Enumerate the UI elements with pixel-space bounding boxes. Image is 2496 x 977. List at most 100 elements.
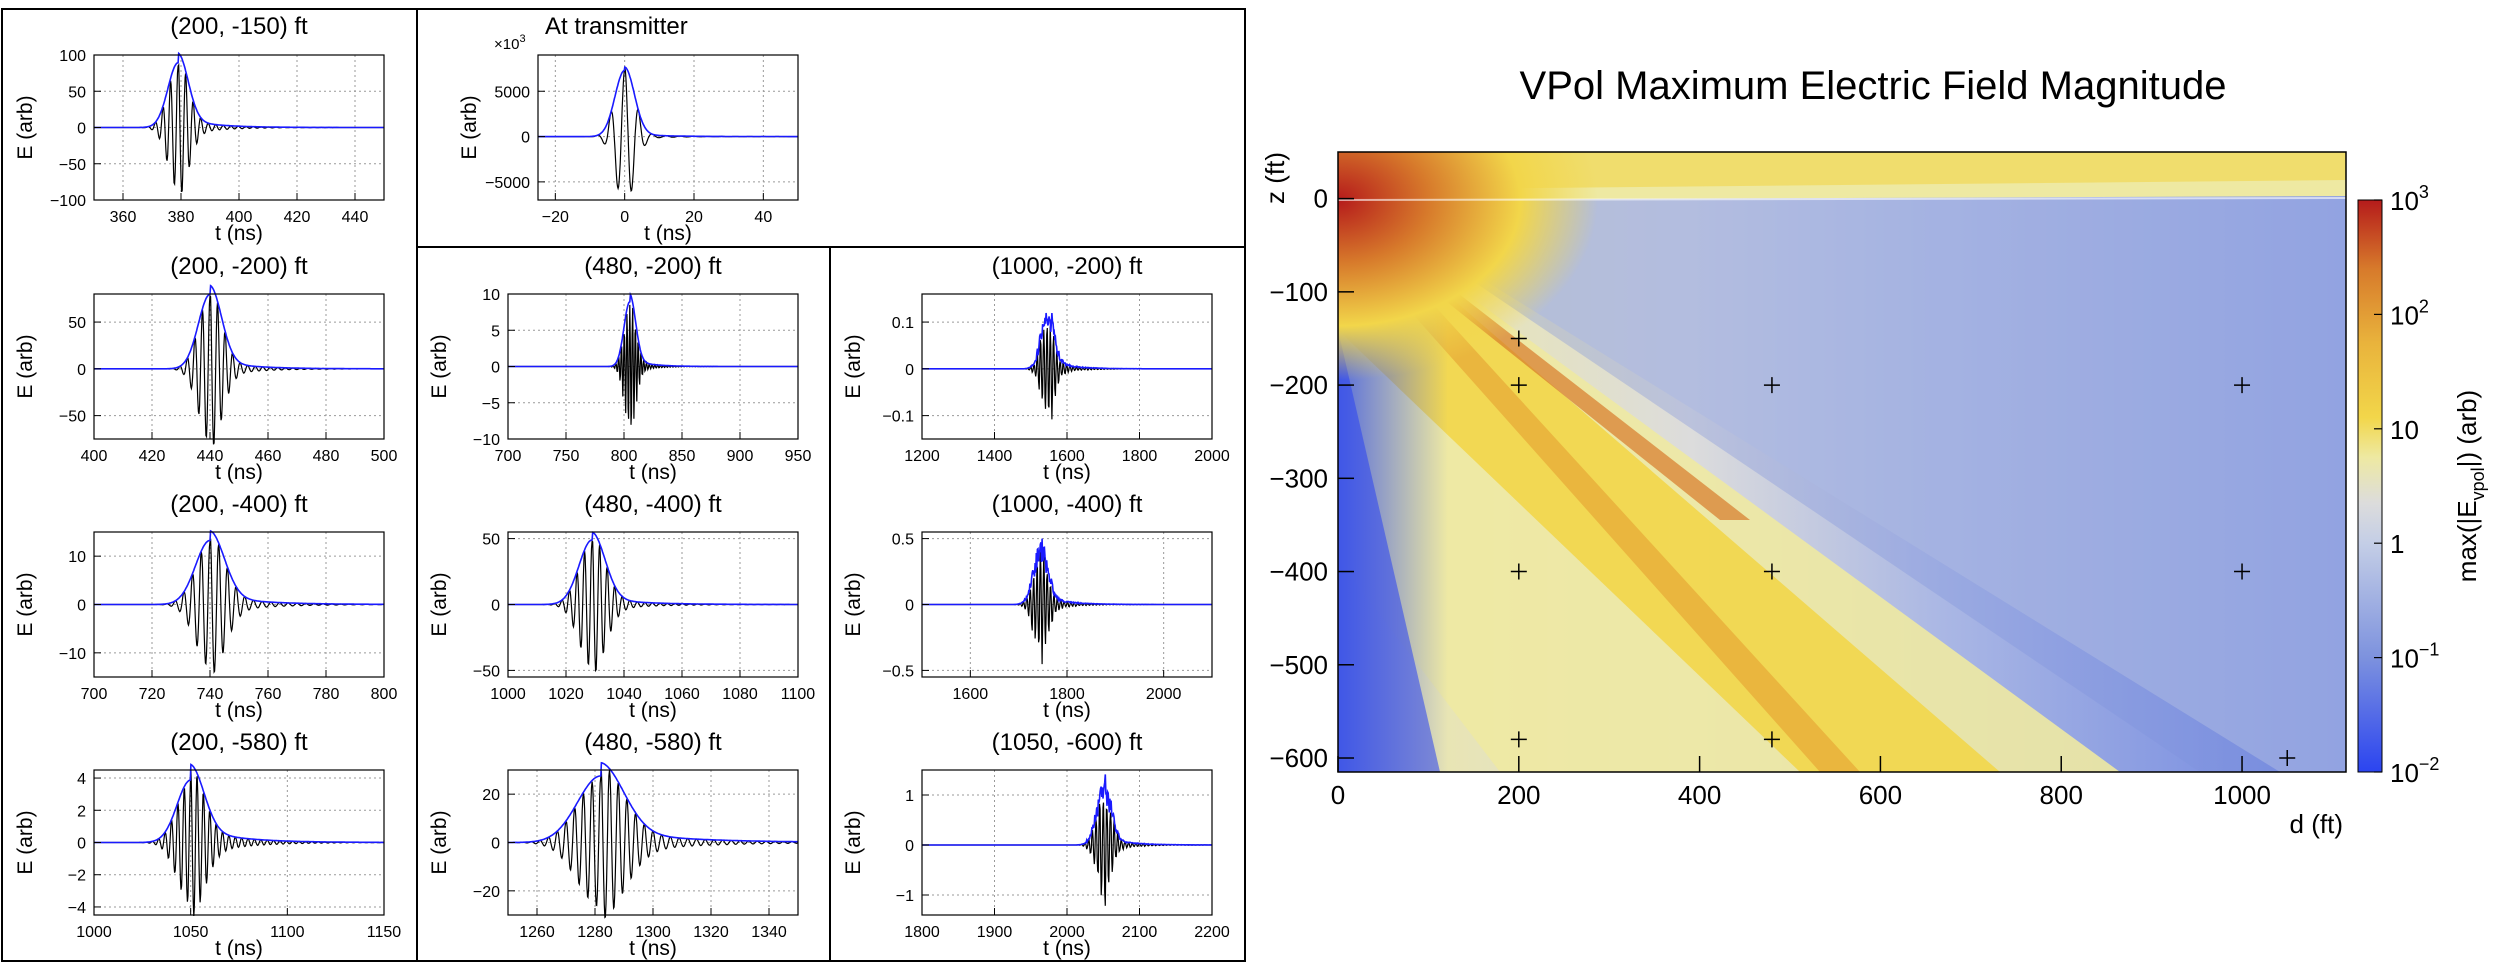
panel-title: (200, -150) ft bbox=[170, 13, 308, 40]
y-tick-label: 10 bbox=[482, 287, 500, 304]
x-tick-label: 1000 bbox=[490, 686, 526, 703]
y-axis-label: E (arb) bbox=[14, 810, 37, 874]
x-tick-label: 900 bbox=[727, 448, 754, 465]
waveform-panel-p7: (480, -580) ft 1260 1280 1300 1320 1340 −20 0 20… bbox=[428, 729, 799, 960]
plot-frame bbox=[537, 54, 799, 201]
series-envelope bbox=[922, 774, 1213, 846]
series-envelope bbox=[94, 284, 384, 370]
x-axis-label: t (ns) bbox=[1043, 937, 1091, 960]
map-x-tick-label: 800 bbox=[2040, 780, 2083, 810]
series-envelope bbox=[508, 291, 798, 368]
map-x-tick-label: 0 bbox=[1331, 780, 1345, 810]
waveform-panel-p6: (480, -400) ft 1000 1020 1040 1060 1080 1100 −5… bbox=[428, 491, 815, 722]
x-tick-label: 2000 bbox=[1146, 686, 1182, 703]
colorbar-tick-label: 10−1 bbox=[2390, 640, 2439, 674]
colorbar bbox=[2358, 200, 2382, 772]
x-tick-label: 780 bbox=[313, 686, 340, 703]
x-tick-label: 420 bbox=[139, 448, 166, 465]
waveform-panel-p3: (200, -400) ft 700 720 740 760 780 800 −10 0 10 t … bbox=[14, 491, 397, 722]
x-axis-label: t (ns) bbox=[1043, 699, 1091, 722]
map-shadow-band bbox=[1338, 160, 2346, 772]
x-tick-label: 400 bbox=[81, 448, 108, 465]
x-tick-label: 1020 bbox=[548, 686, 584, 703]
receiver-marker bbox=[1510, 731, 1527, 748]
y-tick-label: −10 bbox=[59, 646, 86, 663]
series-waveform bbox=[94, 63, 384, 193]
x-tick-label: 400 bbox=[226, 209, 253, 226]
x-tick-label: 500 bbox=[371, 448, 398, 465]
x-axis-label: t (ns) bbox=[644, 222, 692, 245]
x-tick-label: 1260 bbox=[519, 924, 555, 941]
panel-title: (480, -400) ft bbox=[584, 491, 722, 518]
x-tick-label: 0 bbox=[620, 209, 629, 226]
x-tick-label: 1320 bbox=[693, 924, 729, 941]
map-x-tick-label: 400 bbox=[1678, 780, 1721, 810]
x-tick-label: −20 bbox=[542, 209, 569, 226]
waveform-panel-ptx: At transmitter ×103 −20 0 20 40 −5000 0 5000 t (n… bbox=[458, 13, 799, 245]
colorbar-label-sub: vpol bbox=[2468, 467, 2488, 500]
y-axis-label: E (arb) bbox=[14, 334, 37, 398]
x-tick-label: 1060 bbox=[664, 686, 700, 703]
x-tick-label: 1050 bbox=[173, 924, 209, 941]
waveform-panel-p2: (200, -200) ft 400 420 440 460 480 500 −50 0 50 t … bbox=[14, 253, 397, 484]
x-axis-label: t (ns) bbox=[629, 461, 677, 484]
series-envelope bbox=[94, 763, 384, 844]
x-tick-label: 380 bbox=[168, 209, 195, 226]
field-map: VPol Maximum Electric Field Magnitude 0 2… bbox=[1260, 64, 2488, 839]
x-tick-label: 1080 bbox=[722, 686, 758, 703]
receiver-marker bbox=[1510, 330, 1527, 347]
x-axis-label: t (ns) bbox=[215, 699, 263, 722]
x-tick-label: 800 bbox=[611, 448, 638, 465]
panel-title: (480, -200) ft bbox=[584, 253, 722, 280]
x-axis-label: t (ns) bbox=[215, 461, 263, 484]
y-tick-label: −10 bbox=[473, 432, 500, 449]
x-tick-label: 700 bbox=[81, 686, 108, 703]
x-tick-label: 950 bbox=[785, 448, 812, 465]
panel-title: (200, -200) ft bbox=[170, 253, 308, 280]
x-tick-label: 850 bbox=[669, 448, 696, 465]
y-axis-label: E (arb) bbox=[428, 572, 451, 636]
y-tick-label: −0.1 bbox=[882, 409, 914, 426]
waveform-panel-p4: (200, -580) ft 1000 1050 1100 1150 −4 −2 0 2 4 t (… bbox=[14, 729, 401, 960]
x-tick-label: 2000 bbox=[1194, 448, 1230, 465]
colorbar-tick-exponent: 2 bbox=[2419, 296, 2429, 316]
plot-frame bbox=[93, 293, 385, 440]
x-tick-label: 1200 bbox=[904, 448, 940, 465]
map-y-tick-label: −300 bbox=[1269, 463, 1328, 493]
outer-frame bbox=[1, 8, 1246, 962]
map-axes: 0 200 400 600 800 1000 0 −100 −200 −300 −400 −500 −6… bbox=[1269, 184, 2271, 810]
receiver-marker bbox=[1510, 377, 1527, 394]
y-axis-label: E (arb) bbox=[14, 572, 37, 636]
map-title: VPol Maximum Electric Field Magnitude bbox=[1520, 64, 2227, 108]
panel-title: (200, -400) ft bbox=[170, 491, 308, 518]
x-axis-label: t (ns) bbox=[629, 937, 677, 960]
waveform-panel-p8: (1000, -200) ft 1200 1400 1600 1800 2000 −0.1 0… bbox=[842, 253, 1230, 484]
x-tick-label: 2200 bbox=[1194, 924, 1230, 941]
map-far-region bbox=[1338, 190, 2346, 772]
x-axis-label: t (ns) bbox=[215, 937, 263, 960]
map-source-glow bbox=[1338, 152, 1598, 380]
y-tick-label: −4 bbox=[68, 900, 86, 917]
receiver-marker bbox=[2234, 377, 2251, 394]
x-tick-label: 720 bbox=[139, 686, 166, 703]
series-envelope bbox=[508, 761, 798, 844]
panel-title: At transmitter bbox=[545, 13, 688, 40]
series-waveform bbox=[508, 539, 798, 673]
x-tick-label: 2100 bbox=[1122, 924, 1158, 941]
y-tick-label: 20 bbox=[482, 787, 500, 804]
colorbar-tick-label: 102 bbox=[2390, 296, 2429, 330]
y-tick-label: 0 bbox=[905, 598, 914, 615]
y-tick-label: −5000 bbox=[485, 175, 530, 192]
y-tick-label: −1 bbox=[896, 888, 914, 905]
colorbar-tick-label: 1 bbox=[2390, 529, 2404, 559]
y-tick-label: 0 bbox=[491, 836, 500, 853]
map-y-tick-label: −500 bbox=[1269, 650, 1328, 680]
series-envelope bbox=[538, 66, 798, 138]
y-tick-label: −0.5 bbox=[882, 663, 914, 680]
panel-title: (1000, -200) ft bbox=[992, 253, 1143, 280]
panel-title: (200, -580) ft bbox=[170, 729, 308, 756]
y-tick-label: 0 bbox=[905, 838, 914, 855]
x-tick-label: 1150 bbox=[367, 924, 402, 941]
waveform-panel-p1: (200, -150) ft 360 380 400 420 440 −100 −50 0 50 1… bbox=[14, 13, 385, 245]
